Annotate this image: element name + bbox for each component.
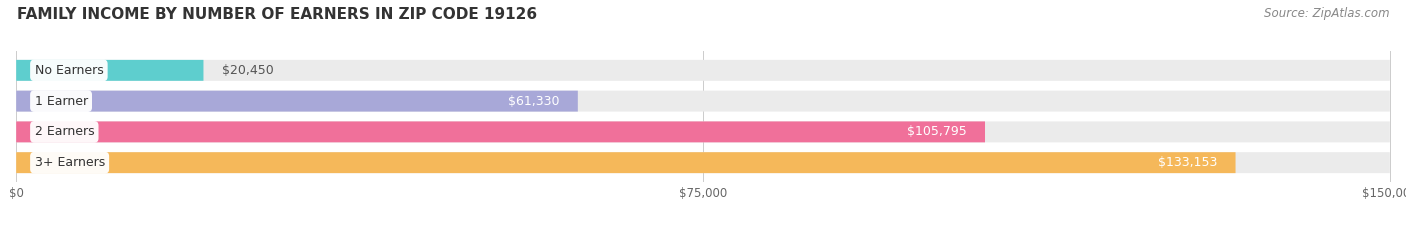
Text: 1 Earner: 1 Earner: [35, 95, 87, 108]
FancyBboxPatch shape: [17, 91, 578, 112]
FancyBboxPatch shape: [17, 60, 1389, 81]
Text: 3+ Earners: 3+ Earners: [35, 156, 105, 169]
FancyBboxPatch shape: [17, 91, 1389, 112]
Text: $105,795: $105,795: [907, 125, 967, 138]
FancyBboxPatch shape: [17, 60, 204, 81]
Text: 2 Earners: 2 Earners: [35, 125, 94, 138]
Text: $133,153: $133,153: [1159, 156, 1218, 169]
FancyBboxPatch shape: [17, 152, 1236, 173]
FancyBboxPatch shape: [17, 152, 1389, 173]
FancyBboxPatch shape: [17, 121, 986, 142]
Text: No Earners: No Earners: [35, 64, 103, 77]
Text: $20,450: $20,450: [222, 64, 274, 77]
Text: Source: ZipAtlas.com: Source: ZipAtlas.com: [1264, 7, 1389, 20]
FancyBboxPatch shape: [17, 121, 1389, 142]
Text: FAMILY INCOME BY NUMBER OF EARNERS IN ZIP CODE 19126: FAMILY INCOME BY NUMBER OF EARNERS IN ZI…: [17, 7, 537, 22]
Text: $61,330: $61,330: [508, 95, 560, 108]
